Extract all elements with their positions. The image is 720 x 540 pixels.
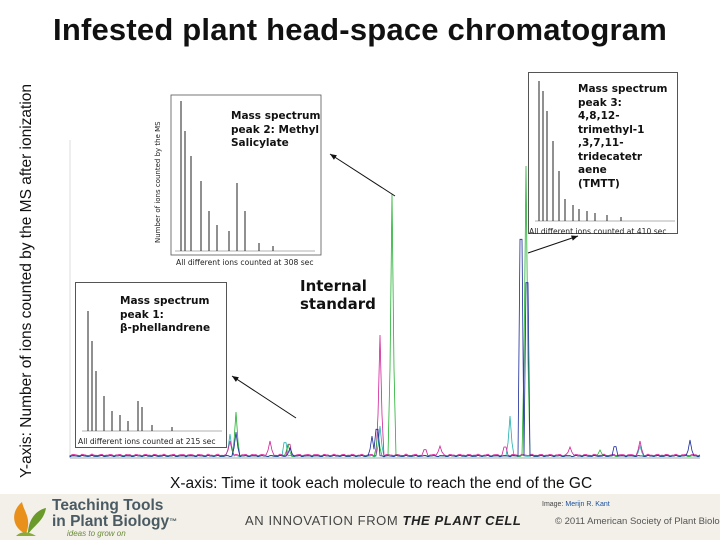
image-credit-prefix: Image: — [542, 501, 566, 508]
mass-spectrum-inset-2: Number of ions counted by the MS Mass sp… — [150, 92, 324, 269]
logo-line: Teaching Tools — [52, 497, 164, 514]
mass-spectrum-inset-3: Mass spectrum peak 3: 4,8,12-trimethyl-1… — [528, 72, 678, 236]
inset-1-title: Mass spectrum peak 1: β-phellandrene — [120, 295, 210, 336]
inset-2-title-line: Salicylate — [231, 137, 289, 149]
inset-1-title-line: peak 1: — [120, 308, 164, 321]
copyright-notice: © 2011 American Society of Plant Biologi… — [555, 516, 720, 527]
y-axis-label: Y-axis: Number of ions counted by the MS… — [18, 83, 35, 478]
inset-2-title-line: peak 2: Methyl — [231, 123, 320, 136]
chromatogram-trace — [69, 334, 701, 457]
callout-line — [231, 375, 297, 419]
callout-lines — [231, 153, 579, 419]
leaf-logo-icon — [14, 502, 46, 536]
inset-2-title: Mass spectrum peak 2: Methyl Salicylate — [231, 110, 320, 151]
footer-bar — [0, 494, 720, 540]
callout-arrowhead — [232, 376, 239, 382]
chromatogram-traces — [69, 165, 701, 458]
inset-1-caption: All different ions counted at 215 sec — [78, 437, 216, 446]
logo-line: in Plant Biology™ — [52, 514, 177, 530]
internal-standard-label: Internal standard — [300, 277, 376, 313]
page-title: Infested plant head-space chromatogram — [53, 12, 667, 47]
inset-1-title-line: Mass spectrum — [120, 295, 210, 307]
callout-line — [527, 235, 579, 254]
inset-2-caption: All different ions counted at 308 sec — [176, 258, 314, 267]
callout-line — [329, 153, 396, 197]
inset-3-title-line: 4,8,12-trimethyl-1 — [578, 110, 645, 136]
inset-3-title-line: aene — [578, 164, 607, 176]
innovation-prefix: AN INNOVATION FROM — [245, 513, 403, 528]
image-credit: Image: Merijn R. Kant — [542, 501, 610, 508]
x-axis-label: X-axis: Time it took each molecule to re… — [170, 475, 593, 492]
journal-name: THE PLANT CELL — [402, 513, 522, 528]
inset-1-title-line: β-phellandrene — [120, 322, 211, 334]
inset-3-title-line: peak 3: — [578, 96, 622, 109]
mass-spectrum-inset-1: Mass spectrum peak 1: β-phellandrene All… — [75, 282, 227, 448]
inset-3-caption: All different ions counted at 410 sec — [529, 227, 667, 236]
trademark-mark: ™ — [169, 517, 178, 526]
inset-3-title-line: Mass spectrum — [578, 83, 668, 95]
inset-3-title: Mass spectrum peak 3: 4,8,12-trimethyl-1… — [578, 83, 677, 191]
inset-2-spectrum — [170, 94, 322, 256]
inset-1-spectrum — [82, 311, 222, 432]
inset-3-title-line: ,3,7,11-tridecatetr — [578, 137, 643, 163]
chromatogram-plot — [69, 140, 701, 459]
callout-arrowhead — [571, 235, 578, 241]
teaching-tools-logo-text: Teaching Tools in Plant Biology™ — [52, 498, 177, 530]
callout-arrowhead — [330, 154, 337, 160]
chromatogram-trace — [69, 238, 701, 458]
inset-2-y-label: Number of ions counted by the MS — [154, 121, 162, 243]
image-credit-name: Merijn R. Kant — [565, 501, 610, 508]
logo-line-text: in Plant Biology — [52, 513, 170, 530]
logo-tagline: ideas to grow on — [67, 529, 126, 538]
inset-3-title-line: (TMTT) — [578, 177, 620, 190]
innovation-line: AN INNOVATION FROM THE PLANT CELL — [245, 513, 521, 528]
inset-2-title-line: Mass spectrum — [231, 110, 321, 122]
inset-3-spectrum — [535, 81, 675, 222]
